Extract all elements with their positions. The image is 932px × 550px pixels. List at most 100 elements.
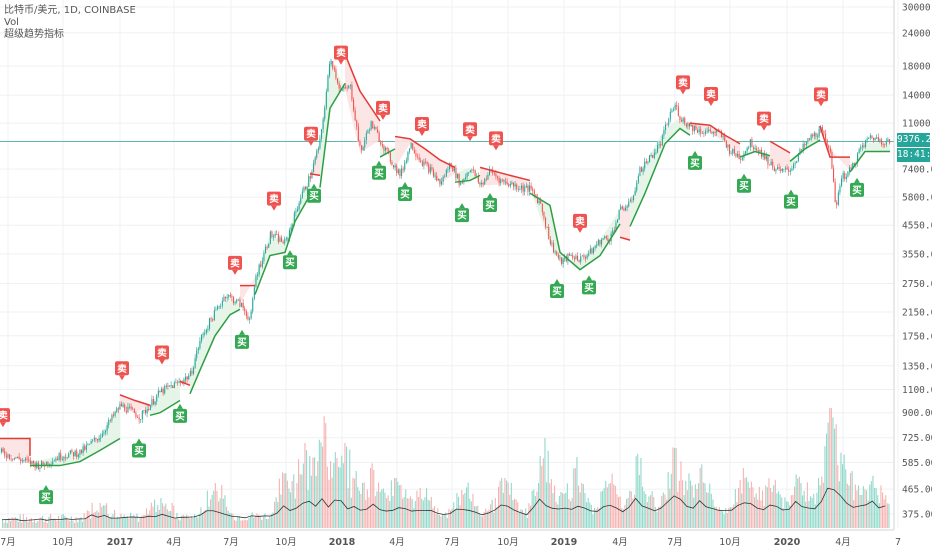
volume-bar: [666, 499, 668, 528]
candle-body: [732, 148, 734, 154]
supertrend-down-line: [819, 126, 850, 158]
candle-body: [794, 162, 796, 165]
volume-bar: [24, 519, 26, 528]
candle-body: [487, 174, 489, 180]
sell-signal-label: 卖: [0, 408, 10, 428]
candle-body: [559, 257, 561, 259]
volume-bar: [38, 518, 40, 528]
volume-bar: [728, 507, 730, 528]
volume-bar: [752, 487, 754, 528]
volume-bar: [469, 498, 471, 528]
volume-bar: [672, 447, 674, 528]
volume-bar: [658, 506, 660, 528]
volume-bar: [507, 482, 509, 528]
volume-bar: [829, 408, 831, 528]
volume-bar: [742, 468, 744, 528]
candle-body: [765, 156, 767, 160]
candle-body: [359, 141, 361, 146]
volume-bar: [472, 493, 474, 528]
candle-body: [649, 155, 651, 163]
candle-body: [570, 255, 572, 257]
candle-body: [815, 132, 817, 137]
candle-body: [503, 179, 505, 182]
volume-bar: [662, 492, 664, 528]
candle-body: [572, 255, 574, 258]
label-box: [267, 191, 281, 206]
candle-body: [452, 166, 454, 172]
volume-bar: [11, 517, 13, 528]
candle-body: [434, 175, 436, 177]
candle-body: [2, 448, 4, 452]
candle-body: [778, 167, 780, 169]
candle-body: [236, 299, 238, 303]
buy-signal-label: 买: [372, 160, 386, 180]
candle-body: [740, 159, 742, 160]
candle-body: [437, 179, 439, 181]
volume-bar: [8, 518, 10, 528]
candle-body: [85, 444, 87, 450]
candle-body: [657, 145, 659, 153]
volume-bar: [768, 478, 770, 528]
candle-body: [325, 91, 327, 108]
candle-body: [50, 464, 52, 465]
candle-body: [69, 450, 71, 454]
volume-bar: [208, 506, 210, 528]
candle-body: [108, 419, 110, 426]
candle-body: [319, 138, 321, 149]
volume-bar: [702, 482, 704, 528]
indicator-legend[interactable]: 超级趋势指标: [4, 29, 64, 40]
candle-body: [441, 181, 443, 185]
label-pointer: [459, 203, 465, 209]
candle-body: [289, 230, 291, 239]
volume-bar: [218, 501, 220, 528]
label-pointer: [493, 145, 499, 151]
buy-signal-label: 买: [132, 438, 146, 458]
volume-bar: [525, 508, 527, 528]
volume-legend[interactable]: Vol: [4, 17, 19, 28]
candle-body: [433, 169, 435, 177]
x-tick-label: 4月: [166, 537, 182, 548]
candle-body: [436, 175, 438, 181]
supertrend-band: [240, 277, 255, 305]
volume-bar: [187, 515, 189, 528]
label-pointer: [380, 114, 386, 120]
candle-body: [757, 150, 759, 153]
candle-body: [329, 64, 331, 76]
candle-body: [169, 385, 171, 387]
candle-body: [117, 408, 119, 410]
candle-body: [673, 109, 675, 111]
volume-bar: [240, 520, 242, 528]
volume-bar: [123, 514, 125, 528]
candle-body: [685, 123, 687, 127]
volume-bar: [523, 513, 525, 528]
volume-bar: [416, 490, 418, 528]
label-pointer: [708, 100, 714, 106]
volume-bar: [170, 511, 172, 528]
candle-body: [309, 176, 311, 179]
symbol-title[interactable]: 比特币/美元, 1D, COINBASE: [4, 5, 136, 16]
candle-body: [348, 85, 350, 89]
volume-bar: [133, 514, 135, 528]
volume-bar: [677, 491, 679, 528]
volume-bar: [270, 513, 272, 528]
volume-bar: [861, 494, 863, 528]
volume-bar: [514, 498, 516, 528]
candle-body: [725, 140, 727, 148]
label-text: 卖: [230, 257, 240, 269]
volume-bar: [109, 517, 111, 528]
volume-bar: [480, 515, 482, 528]
label-pointer: [0, 422, 6, 428]
label-text: 卖: [417, 118, 427, 130]
candle-body: [58, 453, 60, 460]
volume-bar: [510, 482, 512, 528]
candle-body: [562, 258, 564, 264]
volume-bar: [733, 504, 735, 528]
candle-body: [885, 141, 887, 145]
volume-bar: [18, 522, 20, 528]
volume-bar: [78, 518, 80, 528]
candle-body: [337, 78, 339, 84]
candle-body: [773, 167, 775, 172]
volume-bar: [198, 513, 200, 528]
candle-body: [852, 163, 854, 169]
